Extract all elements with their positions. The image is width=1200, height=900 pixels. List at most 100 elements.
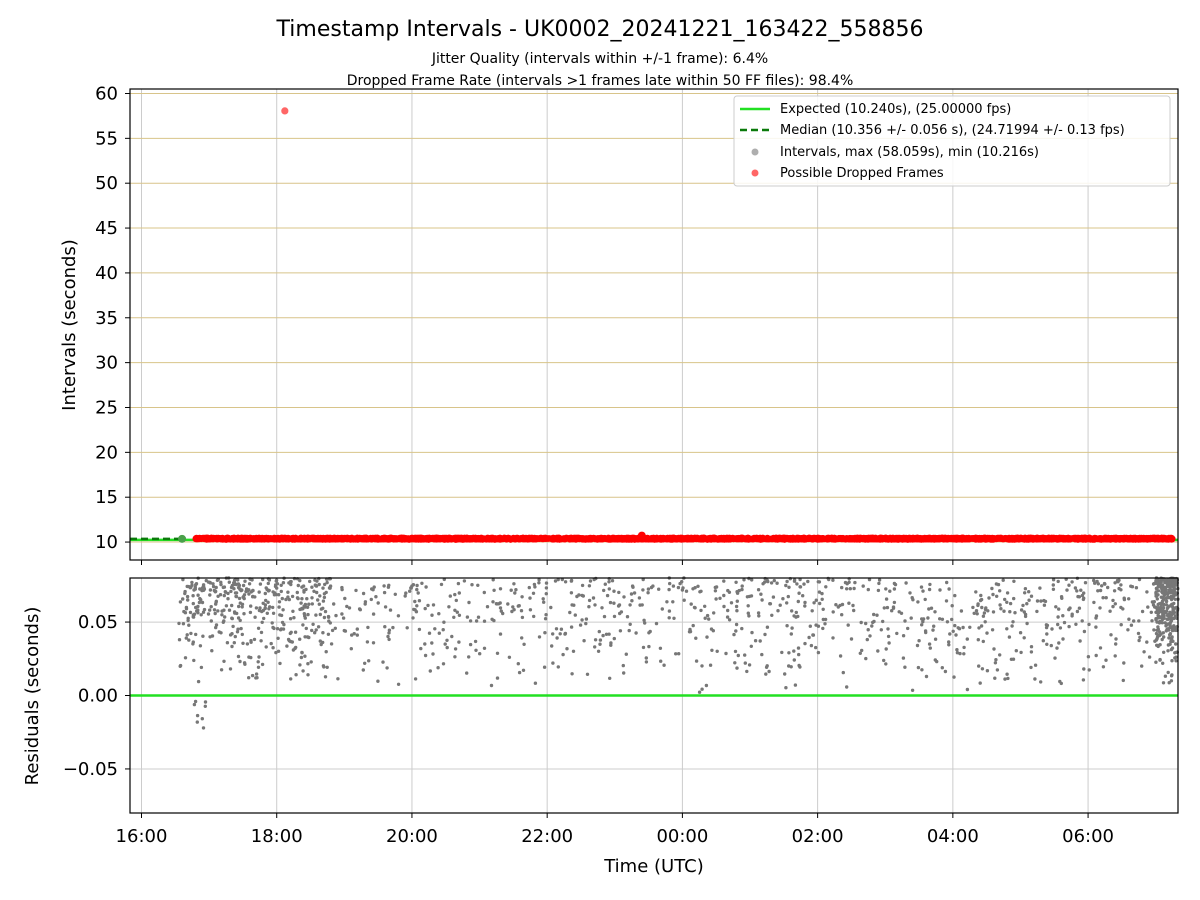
residual-point xyxy=(184,607,189,611)
dropped-frame-point xyxy=(334,535,341,543)
residual-point xyxy=(210,649,214,653)
residual-point xyxy=(250,673,255,678)
residual-point xyxy=(236,627,240,631)
residual-point xyxy=(363,600,368,604)
residual-point xyxy=(193,587,197,591)
dropped-frame-point xyxy=(284,534,292,542)
residual-point xyxy=(345,604,349,609)
dropped-frame-point xyxy=(1070,535,1078,542)
residual-point xyxy=(296,596,300,601)
residual-point xyxy=(877,578,882,582)
residual-point xyxy=(279,583,283,587)
residual-point xyxy=(622,595,626,599)
residual-point xyxy=(308,579,312,584)
residual-point xyxy=(1162,616,1166,620)
residual-point xyxy=(286,590,290,594)
residual-point xyxy=(369,597,373,602)
residual-point xyxy=(214,602,218,606)
intervals-panel: 10 15 20 25 30 35 40 45 50 55 60 Intervals (second… xyxy=(59,83,1179,565)
chart-title: Timestamp Intervals - UK0002_20241221_16… xyxy=(276,17,924,42)
residual-point xyxy=(1027,590,1031,594)
residual-point xyxy=(271,590,275,594)
residual-point xyxy=(184,636,188,640)
residual-point xyxy=(301,669,305,673)
residual-point xyxy=(847,601,851,605)
residual-point xyxy=(786,594,790,599)
residual-point xyxy=(1159,580,1163,584)
residual-point xyxy=(726,608,730,613)
dropped-frame-point xyxy=(297,534,304,541)
residual-point xyxy=(792,579,797,583)
residual-point xyxy=(1029,645,1034,649)
residual-point xyxy=(192,658,196,663)
residual-point xyxy=(191,601,195,606)
residual-point xyxy=(253,615,257,619)
residual-point xyxy=(215,578,220,582)
residual-point xyxy=(243,662,247,666)
residual-point xyxy=(909,616,913,620)
residual-point xyxy=(199,665,204,670)
residual-point xyxy=(1154,660,1158,664)
residual-point xyxy=(1023,614,1028,619)
residual-point xyxy=(1170,604,1175,609)
residual-point xyxy=(760,652,764,657)
residual-point xyxy=(1061,637,1065,641)
residual-point xyxy=(654,621,659,626)
residual-point xyxy=(1082,629,1087,634)
residual-point xyxy=(1101,596,1105,600)
residual-point xyxy=(887,641,891,645)
residual-point xyxy=(231,624,235,629)
residual-point xyxy=(593,645,597,649)
dropped-frame-point xyxy=(503,535,510,543)
residual-point xyxy=(560,577,564,582)
residual-point xyxy=(921,589,925,593)
residual-point xyxy=(396,614,401,618)
residual-point xyxy=(816,580,820,584)
residual-point xyxy=(321,586,325,590)
dropped-frame-point xyxy=(989,536,996,543)
residual-point xyxy=(537,581,541,585)
residual-point xyxy=(746,611,750,615)
residual-point xyxy=(1169,639,1173,644)
residual-point xyxy=(266,589,271,593)
residual-point xyxy=(1050,627,1054,631)
residual-point xyxy=(261,577,265,582)
residual-point xyxy=(240,605,244,609)
residual-point xyxy=(1012,596,1016,601)
intervals-y-tick-label: 20 xyxy=(95,442,118,463)
residual-point xyxy=(632,591,637,595)
residual-point xyxy=(187,638,191,642)
residual-point xyxy=(313,631,317,635)
residual-point xyxy=(780,650,784,655)
residual-point xyxy=(387,631,391,635)
residual-point xyxy=(439,582,444,587)
dropped-frame-point xyxy=(954,534,961,542)
residual-point xyxy=(798,585,802,589)
residual-point xyxy=(468,642,473,647)
residual-point xyxy=(849,637,854,641)
residual-point xyxy=(697,690,702,694)
residual-point xyxy=(977,664,981,668)
residual-point xyxy=(950,617,954,622)
residual-point xyxy=(306,673,310,677)
residual-point xyxy=(722,604,726,609)
residual-point xyxy=(1121,607,1125,611)
residual-point xyxy=(1173,591,1178,595)
residual-point xyxy=(1167,636,1171,640)
residual-point xyxy=(314,628,318,632)
residual-point xyxy=(1156,625,1160,629)
residual-point xyxy=(290,640,294,644)
residual-point xyxy=(1174,659,1178,663)
residual-point xyxy=(270,621,274,625)
residual-point xyxy=(797,652,801,657)
dropped-frame-point xyxy=(527,534,534,542)
residual-point xyxy=(298,637,302,641)
residual-point xyxy=(274,578,279,582)
residual-point xyxy=(544,592,548,596)
residual-point xyxy=(846,623,850,627)
residual-point xyxy=(178,600,183,604)
residual-point xyxy=(239,626,243,631)
residual-point xyxy=(712,611,716,615)
residual-point xyxy=(693,586,697,590)
residual-point xyxy=(323,609,328,614)
